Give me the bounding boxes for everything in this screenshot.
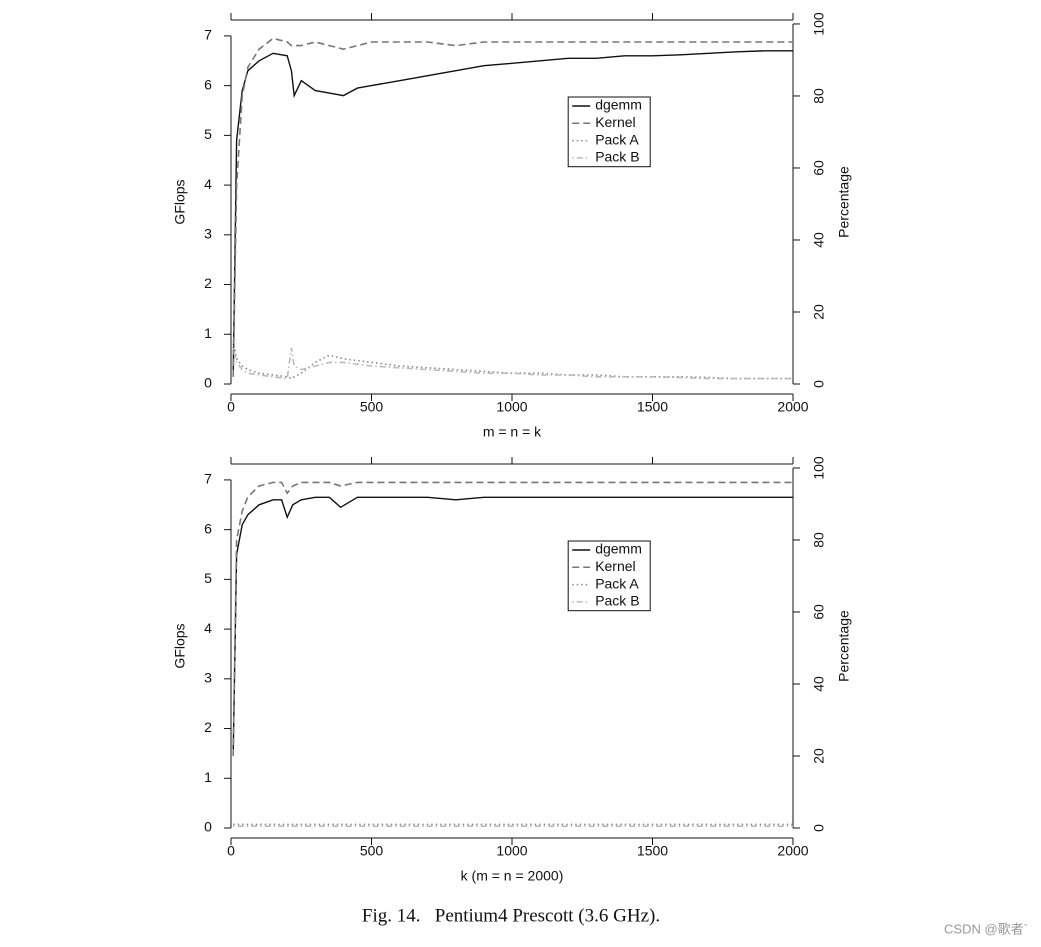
y-tick-label: 5 (204, 570, 212, 586)
series-line (232, 37, 793, 377)
legend-label: Pack A (595, 131, 639, 147)
x-tick-label: 1000 (496, 843, 527, 859)
y2-tick-label: 100 (811, 12, 827, 36)
x-axis-title: k (m = n = 2000) (461, 868, 564, 884)
y2-axis-title: Percentage (836, 166, 852, 238)
legend-label: Kernel (595, 114, 635, 130)
y2-tick-label: 40 (811, 676, 827, 692)
y-tick-label: 2 (204, 275, 212, 291)
y-tick-label: 5 (204, 126, 212, 142)
x-tick-label: 0 (227, 843, 235, 859)
x-tick-label: 500 (360, 843, 384, 859)
legend-label: dgemm (595, 97, 642, 113)
y-axis-title: GFlops (172, 623, 188, 668)
y-axis-title: GFlops (172, 179, 188, 224)
legend-box (567, 96, 651, 168)
y-tick-label: 4 (204, 620, 212, 636)
legend-label: Pack B (595, 149, 639, 165)
y-tick-label: 6 (204, 520, 212, 536)
legend-label: dgemm (595, 541, 642, 557)
y2-tick-label: 60 (811, 160, 827, 176)
y-tick-label: 3 (204, 226, 212, 242)
y2-tick-label: 20 (811, 748, 827, 764)
series-line (232, 481, 793, 757)
y-tick-label: 4 (204, 176, 212, 192)
x-tick-label: 2000 (777, 399, 808, 415)
legend-box (567, 540, 651, 612)
x-axis-title: m = n = k (483, 424, 542, 440)
y2-tick-label: 20 (811, 304, 827, 320)
y2-tick-label: 80 (811, 532, 827, 548)
x-tick-label: 1500 (637, 399, 668, 415)
y-tick-label: 1 (204, 325, 212, 341)
x-tick-label: 2000 (777, 843, 808, 859)
legend-label: Pack B (595, 593, 639, 609)
y-tick-label: 3 (204, 670, 212, 686)
series-line (232, 340, 793, 380)
caption: Fig. 14. Pentium4 Prescott (3.6 GHz). (362, 905, 660, 926)
x-tick-label: 500 (360, 399, 384, 415)
y-tick-label: 0 (204, 375, 212, 391)
series-line (232, 496, 793, 754)
watermark: CSDN @歌者` (944, 921, 1028, 936)
y2-tick-label: 60 (811, 604, 827, 620)
series-line (232, 347, 793, 380)
y2-tick-label: 80 (811, 88, 827, 104)
y2-tick-label: 0 (811, 380, 827, 388)
y-tick-label: 7 (204, 471, 212, 487)
y2-tick-label: 100 (811, 456, 827, 480)
y2-tick-label: 40 (811, 232, 827, 248)
y2-axis-title: Percentage (836, 610, 852, 682)
x-tick-label: 1500 (637, 843, 668, 859)
x-tick-label: 1000 (496, 399, 527, 415)
y-tick-label: 7 (204, 27, 212, 43)
legend-label: Kernel (595, 558, 635, 574)
y2-tick-label: 0 (811, 824, 827, 832)
x-tick-label: 0 (227, 399, 235, 415)
y-tick-label: 1 (204, 769, 212, 785)
legend-label: Pack A (595, 575, 639, 591)
y-tick-label: 0 (204, 819, 212, 835)
series-line (232, 50, 793, 375)
y-tick-label: 6 (204, 76, 212, 92)
y-tick-label: 2 (204, 719, 212, 735)
